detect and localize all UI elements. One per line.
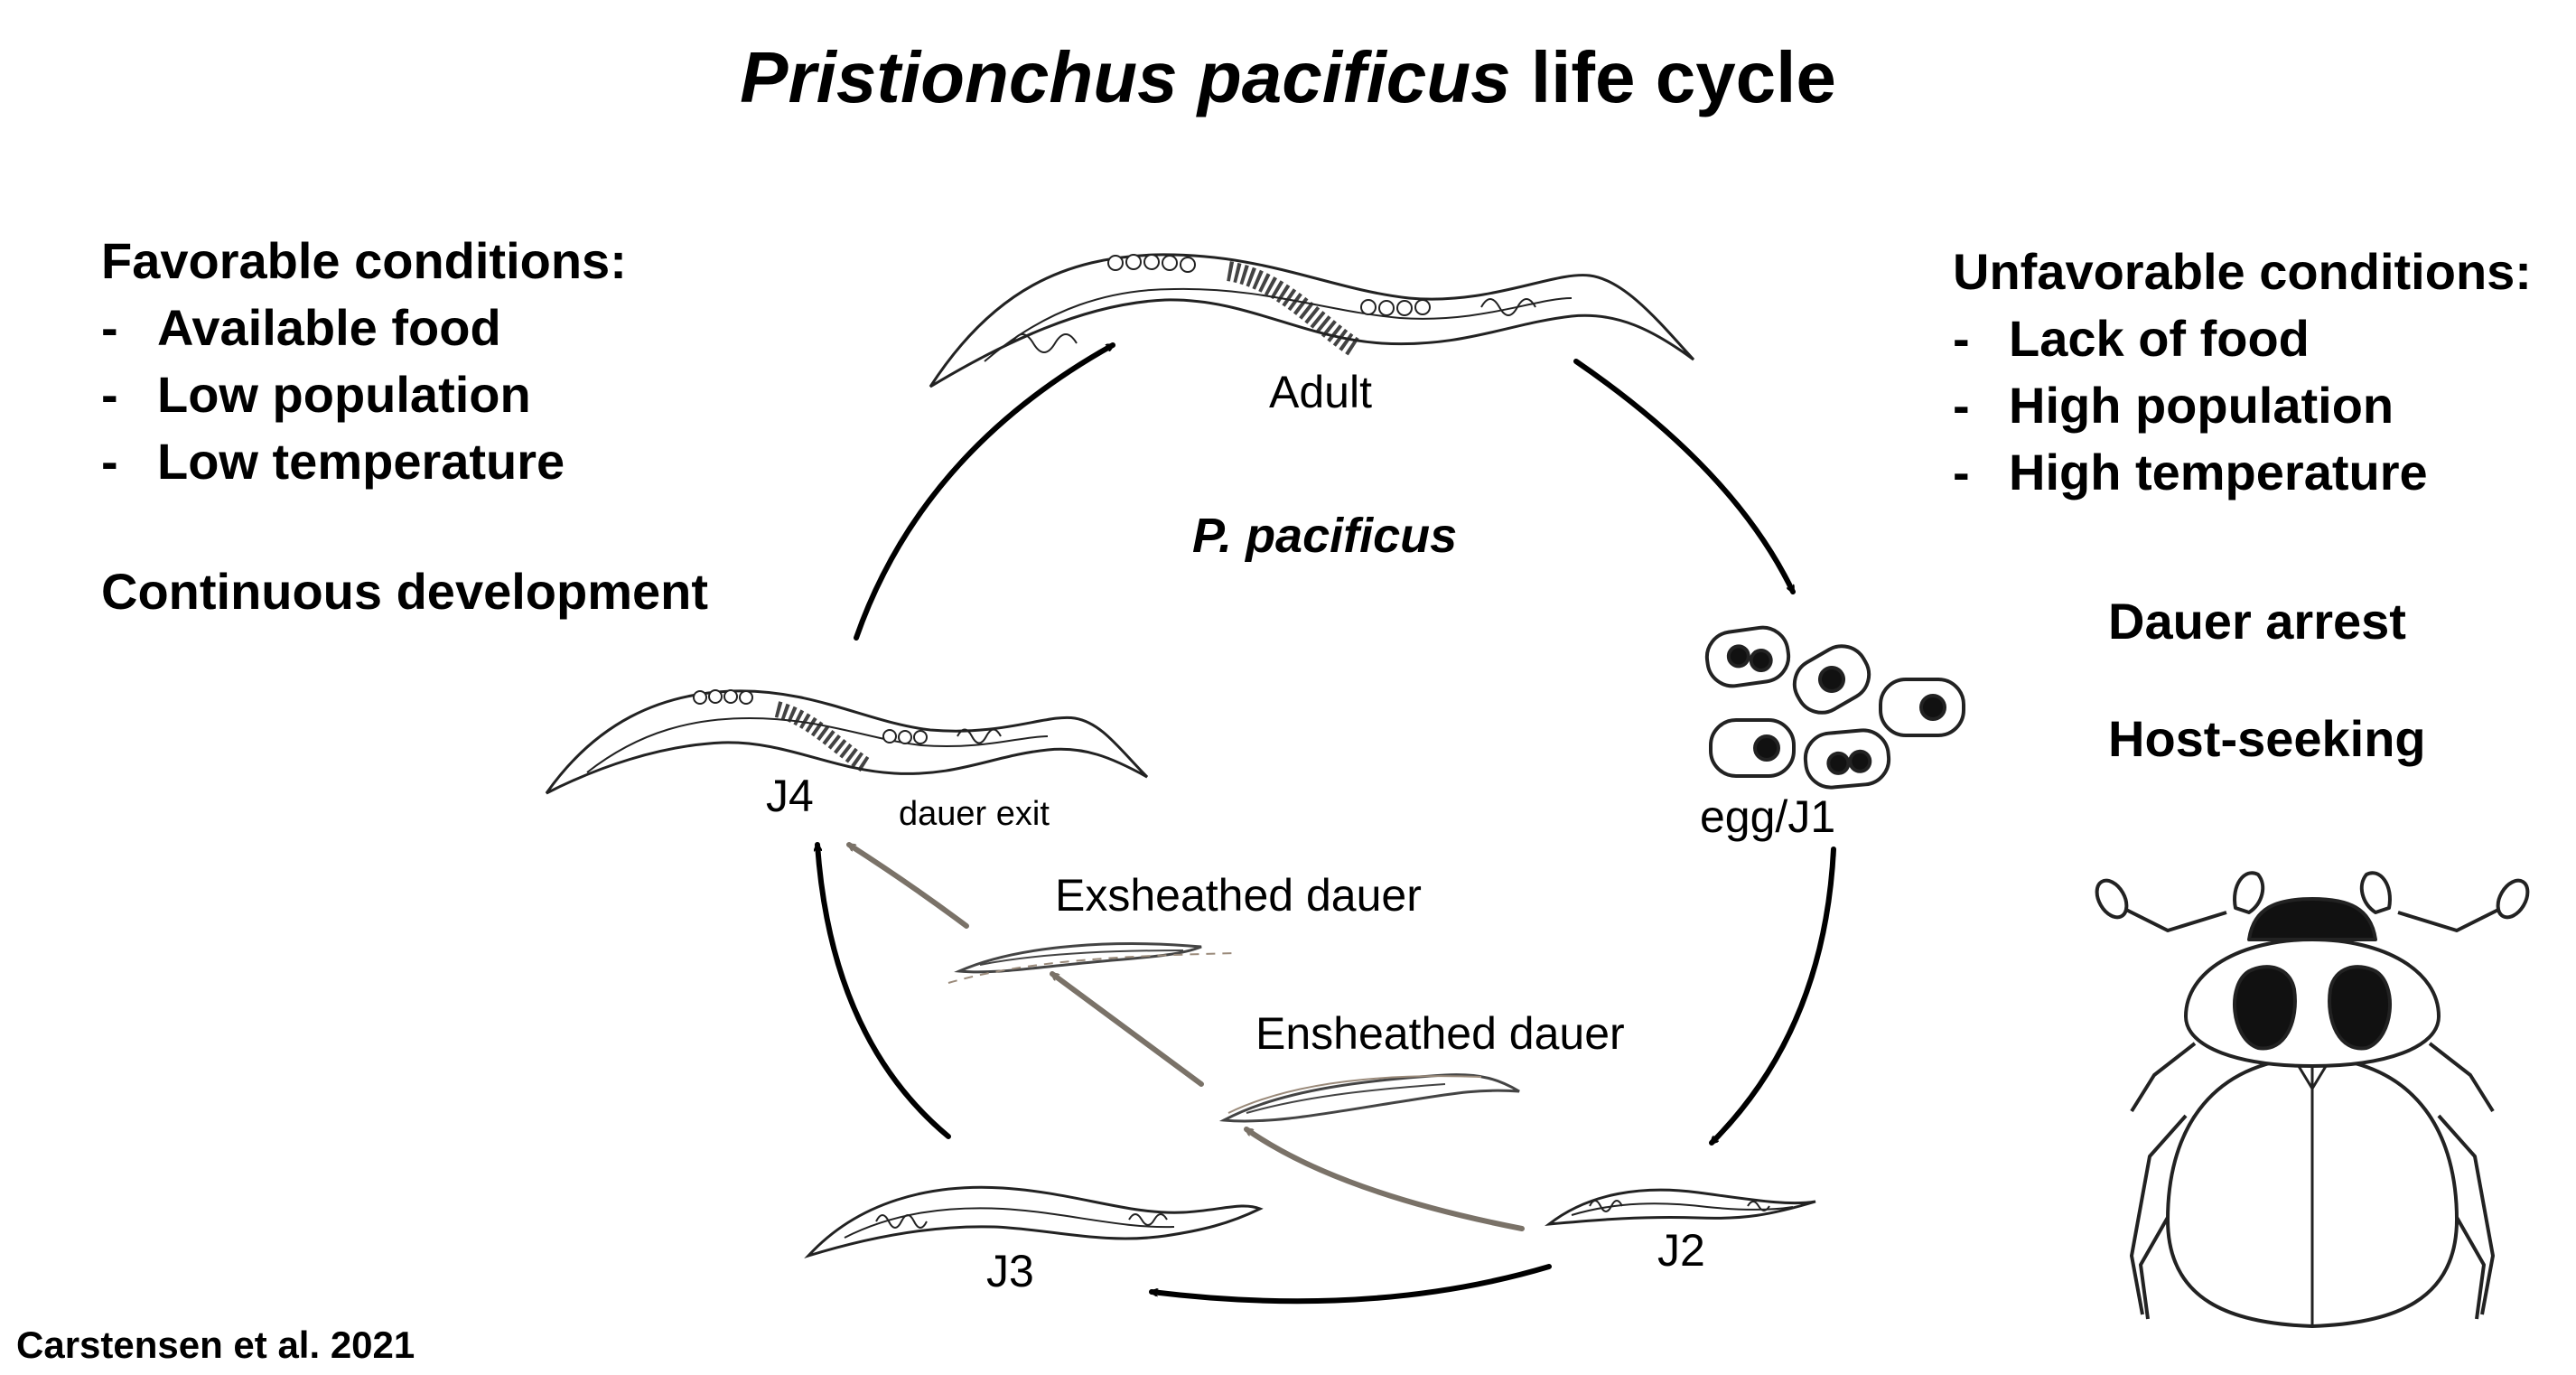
- unfavorable-heading: Unfavorable conditions:: [1953, 243, 2532, 300]
- stage-label-j2: J2: [1657, 1225, 1705, 1276]
- adult-worm-icon: [929, 253, 1695, 388]
- stage-label-adult: Adult: [1269, 367, 1372, 417]
- stage-label-ensheathed-dauer: Ensheathed dauer: [1255, 1008, 1625, 1059]
- arrow-j4-to-adult: [854, 342, 1113, 641]
- arrow-ensheathed-to-exsheathed: [1052, 971, 1204, 1087]
- favorable-conditions: Favorable conditions: Available food Low…: [101, 228, 627, 495]
- egg: [1803, 728, 1891, 790]
- dauer-arrest-label: Dauer arrest: [2108, 593, 2406, 650]
- beetle-icon: [2095, 871, 2530, 1328]
- egg: [1704, 625, 1791, 688]
- beetle-leg: [2446, 1201, 2486, 1320]
- arrow-egg-to-j2: [1709, 847, 1836, 1146]
- beetle-leg: [2130, 1114, 2188, 1315]
- j4-worm-icon: [545, 689, 1149, 795]
- beetle-head: [2247, 897, 2377, 941]
- unfavorable-item: Lack of food: [1953, 305, 2532, 372]
- unfavorable-item: High population: [1953, 372, 2532, 439]
- dauer-exit-label: dauer exit: [899, 795, 1050, 833]
- host-seeking-label: Host-seeking: [2108, 710, 2426, 767]
- favorable-item: Low temperature: [101, 428, 627, 495]
- main-cycle-arrows: [817, 342, 1836, 1305]
- egg: [1879, 678, 1965, 737]
- citation: Carstensen et al. 2021: [16, 1324, 415, 1366]
- j3-worm-icon: [804, 1185, 1264, 1259]
- stage-label-j4: J4: [766, 771, 814, 821]
- beetle-leg: [2437, 1114, 2495, 1315]
- beetle-antenna: [2113, 902, 2227, 932]
- beetle-leg: [2139, 1201, 2179, 1320]
- favorable-item: Low population: [101, 361, 627, 428]
- stage-label-exsheathed-dauer: Exsheathed dauer: [1055, 870, 1422, 921]
- favorable-item: Available food: [101, 295, 627, 361]
- arrow-exsheathed-to-j4: [849, 842, 969, 929]
- beetle-leg: [2428, 1042, 2495, 1113]
- ensheathed-dauer-icon: [1218, 1073, 1520, 1123]
- title-species: Pristionchus pacificus: [740, 37, 1511, 117]
- favorable-heading: Favorable conditions:: [101, 232, 627, 289]
- egg: [1792, 644, 1871, 715]
- eggs-icon: [1704, 625, 1965, 790]
- beetle-leg: [2130, 1042, 2197, 1113]
- favorable-list: Available food Low population Low temper…: [101, 295, 627, 495]
- continuous-development-label: Continuous development: [101, 563, 708, 620]
- arrow-adult-to-egg: [1573, 359, 1796, 592]
- page-title: Pristionchus pacificus life cycle: [0, 36, 2576, 119]
- arrow-j2-to-ensheathed: [1246, 1127, 1525, 1231]
- beetle-pronotum: [2184, 938, 2441, 1068]
- j2-worm-icon: [1545, 1188, 1816, 1226]
- beetle-antenna: [2397, 902, 2512, 932]
- unfavorable-item: High temperature: [1953, 439, 2532, 506]
- stage-label-egg-j1: egg/J1: [1700, 791, 1836, 842]
- exsheathed-dauer-icon: [947, 942, 1237, 984]
- unfavorable-conditions: Unfavorable conditions: Lack of food Hig…: [1953, 239, 2532, 506]
- title-rest: life cycle: [1510, 37, 1836, 117]
- unfavorable-list: Lack of food High population High temper…: [1953, 305, 2532, 506]
- egg: [1709, 718, 1796, 778]
- species-center-label: P. pacificus: [1192, 509, 1458, 563]
- stage-label-j3: J3: [986, 1246, 1034, 1296]
- arrow-j2-to-j3: [1149, 1264, 1552, 1305]
- arrow-j3-to-j4: [817, 842, 951, 1139]
- dauer-pathway-arrows: [849, 842, 1525, 1231]
